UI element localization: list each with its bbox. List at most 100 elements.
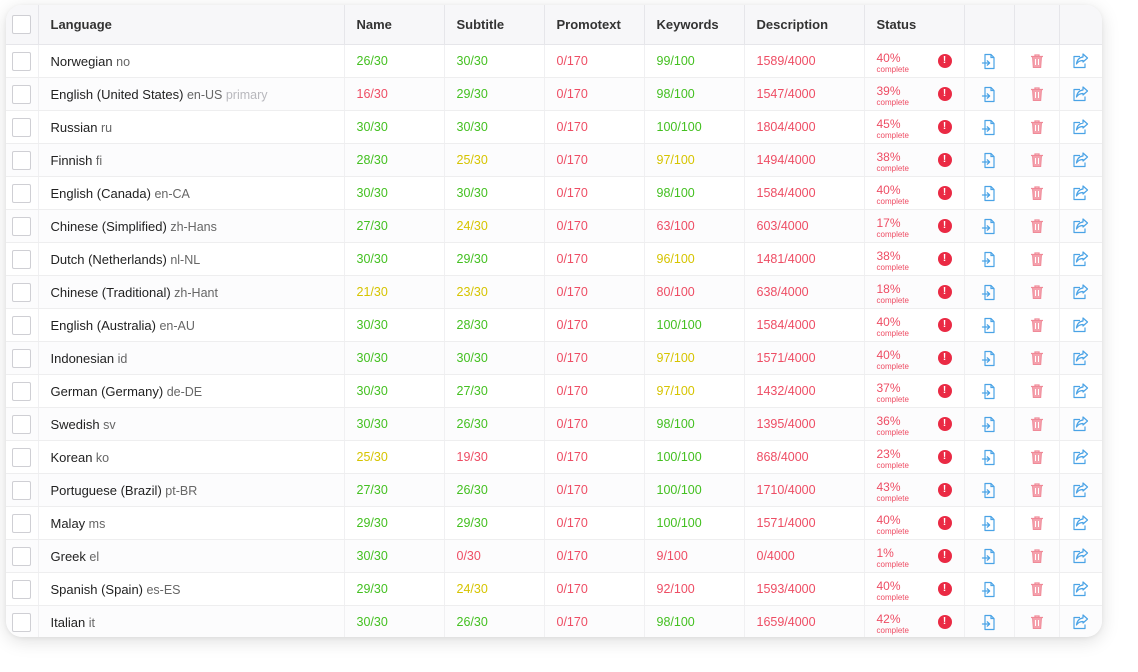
row-checkbox[interactable] <box>12 381 32 401</box>
exclamation-circle-icon[interactable]: ! <box>937 549 952 563</box>
file-import-icon[interactable] <box>965 119 1014 136</box>
row-checkbox[interactable] <box>12 315 32 335</box>
table-row[interactable]: Norwegian no 26/30 30/30 0/170 99/100 1589/4… <box>6 44 1102 78</box>
language-cell[interactable]: Italian it <box>38 605 345 637</box>
table-row[interactable]: German (Germany) de-DE 30/30 27/30 0/170 97… <box>6 374 1102 408</box>
language-cell[interactable]: Spanish (Spain) es-ES <box>38 572 345 606</box>
language-cell[interactable]: Russian ru <box>38 110 345 144</box>
share-export-icon[interactable] <box>1060 53 1102 69</box>
file-import-icon[interactable] <box>965 284 1014 301</box>
row-checkbox[interactable] <box>12 579 32 599</box>
exclamation-circle-icon[interactable]: ! <box>937 582 952 596</box>
table-row[interactable]: English (Australia) en-AU 30/30 28/30 0/17… <box>6 308 1102 342</box>
trash-icon[interactable] <box>1015 317 1059 333</box>
file-import-icon[interactable] <box>965 581 1014 598</box>
language-cell[interactable]: Indonesian id <box>38 341 345 375</box>
trash-icon[interactable] <box>1015 53 1059 69</box>
exclamation-circle-icon[interactable]: ! <box>937 252 952 266</box>
file-import-icon[interactable] <box>965 383 1014 400</box>
column-header-promotext[interactable]: Promotext <box>544 5 645 45</box>
file-import-icon[interactable] <box>965 185 1014 202</box>
row-checkbox[interactable] <box>12 447 32 467</box>
file-import-icon[interactable] <box>965 449 1014 466</box>
exclamation-circle-icon[interactable]: ! <box>937 615 952 629</box>
row-checkbox[interactable] <box>12 348 32 368</box>
table-row[interactable]: Indonesian id 30/30 30/30 0/170 97/100 1571/… <box>6 341 1102 375</box>
exclamation-circle-icon[interactable]: ! <box>937 450 952 464</box>
exclamation-circle-icon[interactable]: ! <box>937 219 952 233</box>
trash-icon[interactable] <box>1015 185 1059 201</box>
column-header-status[interactable]: Status <box>864 5 965 45</box>
language-cell[interactable]: Swedish sv <box>38 407 345 441</box>
trash-icon[interactable] <box>1015 449 1059 465</box>
table-row[interactable]: Chinese (Simplified) zh-Hans 27/30 24/30 0… <box>6 209 1102 243</box>
table-row[interactable]: English (United States) en-US primary 16/… <box>6 77 1102 111</box>
language-cell[interactable]: Norwegian no <box>38 44 345 78</box>
file-import-icon[interactable] <box>965 152 1014 169</box>
language-cell[interactable]: Greek el <box>38 539 345 573</box>
trash-icon[interactable] <box>1015 86 1059 102</box>
row-checkbox[interactable] <box>12 414 32 434</box>
table-row[interactable]: Spanish (Spain) es-ES 29/30 24/30 0/170 92/… <box>6 572 1102 606</box>
language-cell[interactable]: Dutch (Netherlands) nl-NL <box>38 242 345 276</box>
row-checkbox[interactable] <box>12 480 32 500</box>
exclamation-circle-icon[interactable]: ! <box>937 417 952 431</box>
row-checkbox[interactable] <box>12 183 32 203</box>
file-import-icon[interactable] <box>965 53 1014 70</box>
column-header-subtitle[interactable]: Subtitle <box>444 5 545 45</box>
share-export-icon[interactable] <box>1060 251 1102 267</box>
share-export-icon[interactable] <box>1060 86 1102 102</box>
language-cell[interactable]: Portuguese (Brazil) pt-BR <box>38 473 345 507</box>
exclamation-circle-icon[interactable]: ! <box>937 351 952 365</box>
column-header-description[interactable]: Description <box>744 5 865 45</box>
language-cell[interactable]: English (Canada) en-CA <box>38 176 345 210</box>
file-import-icon[interactable] <box>965 416 1014 433</box>
row-checkbox[interactable] <box>12 150 32 170</box>
trash-icon[interactable] <box>1015 119 1059 135</box>
language-cell[interactable]: Chinese (Simplified) zh-Hans <box>38 209 345 243</box>
column-header-keywords[interactable]: Keywords <box>644 5 745 45</box>
trash-icon[interactable] <box>1015 218 1059 234</box>
exclamation-circle-icon[interactable]: ! <box>937 87 952 101</box>
table-row[interactable]: Dutch (Netherlands) nl-NL 30/30 29/30 0/17… <box>6 242 1102 276</box>
trash-icon[interactable] <box>1015 581 1059 597</box>
table-row[interactable]: Chinese (Traditional) zh-Hant 21/30 23/30… <box>6 275 1102 309</box>
exclamation-circle-icon[interactable]: ! <box>937 516 952 530</box>
share-export-icon[interactable] <box>1060 284 1102 300</box>
trash-icon[interactable] <box>1015 383 1059 399</box>
language-cell[interactable]: English (United States) en-US primary <box>38 77 345 111</box>
language-cell[interactable]: English (Australia) en-AU <box>38 308 345 342</box>
table-row[interactable]: Finnish fi 28/30 25/30 0/170 97/100 1494/400… <box>6 143 1102 177</box>
table-row[interactable]: Portuguese (Brazil) pt-BR 27/30 26/30 0/17… <box>6 473 1102 507</box>
table-row[interactable]: Italian it 30/30 26/30 0/170 98/100 1659/400… <box>6 605 1102 637</box>
share-export-icon[interactable] <box>1060 449 1102 465</box>
language-cell[interactable]: Chinese (Traditional) zh-Hant <box>38 275 345 309</box>
trash-icon[interactable] <box>1015 152 1059 168</box>
share-export-icon[interactable] <box>1060 416 1102 432</box>
share-export-icon[interactable] <box>1060 581 1102 597</box>
share-export-icon[interactable] <box>1060 515 1102 531</box>
exclamation-circle-icon[interactable]: ! <box>937 120 952 134</box>
table-row[interactable]: Russian ru 30/30 30/30 0/170 100/100 1804/40… <box>6 110 1102 144</box>
trash-icon[interactable] <box>1015 548 1059 564</box>
row-checkbox[interactable] <box>12 51 32 71</box>
share-export-icon[interactable] <box>1060 152 1102 168</box>
trash-icon[interactable] <box>1015 350 1059 366</box>
row-checkbox[interactable] <box>12 216 32 236</box>
row-checkbox[interactable] <box>12 513 32 533</box>
trash-icon[interactable] <box>1015 482 1059 498</box>
file-import-icon[interactable] <box>965 482 1014 499</box>
share-export-icon[interactable] <box>1060 317 1102 333</box>
language-cell[interactable]: Malay ms <box>38 506 345 540</box>
file-import-icon[interactable] <box>965 218 1014 235</box>
exclamation-circle-icon[interactable]: ! <box>937 384 952 398</box>
share-export-icon[interactable] <box>1060 383 1102 399</box>
exclamation-circle-icon[interactable]: ! <box>937 285 952 299</box>
column-header-language[interactable]: Language <box>38 5 345 45</box>
trash-icon[interactable] <box>1015 416 1059 432</box>
table-row[interactable]: Swedish sv 30/30 26/30 0/170 98/100 1395/400… <box>6 407 1102 441</box>
row-checkbox[interactable] <box>12 117 32 137</box>
row-checkbox[interactable] <box>12 612 32 632</box>
share-export-icon[interactable] <box>1060 218 1102 234</box>
file-import-icon[interactable] <box>965 86 1014 103</box>
